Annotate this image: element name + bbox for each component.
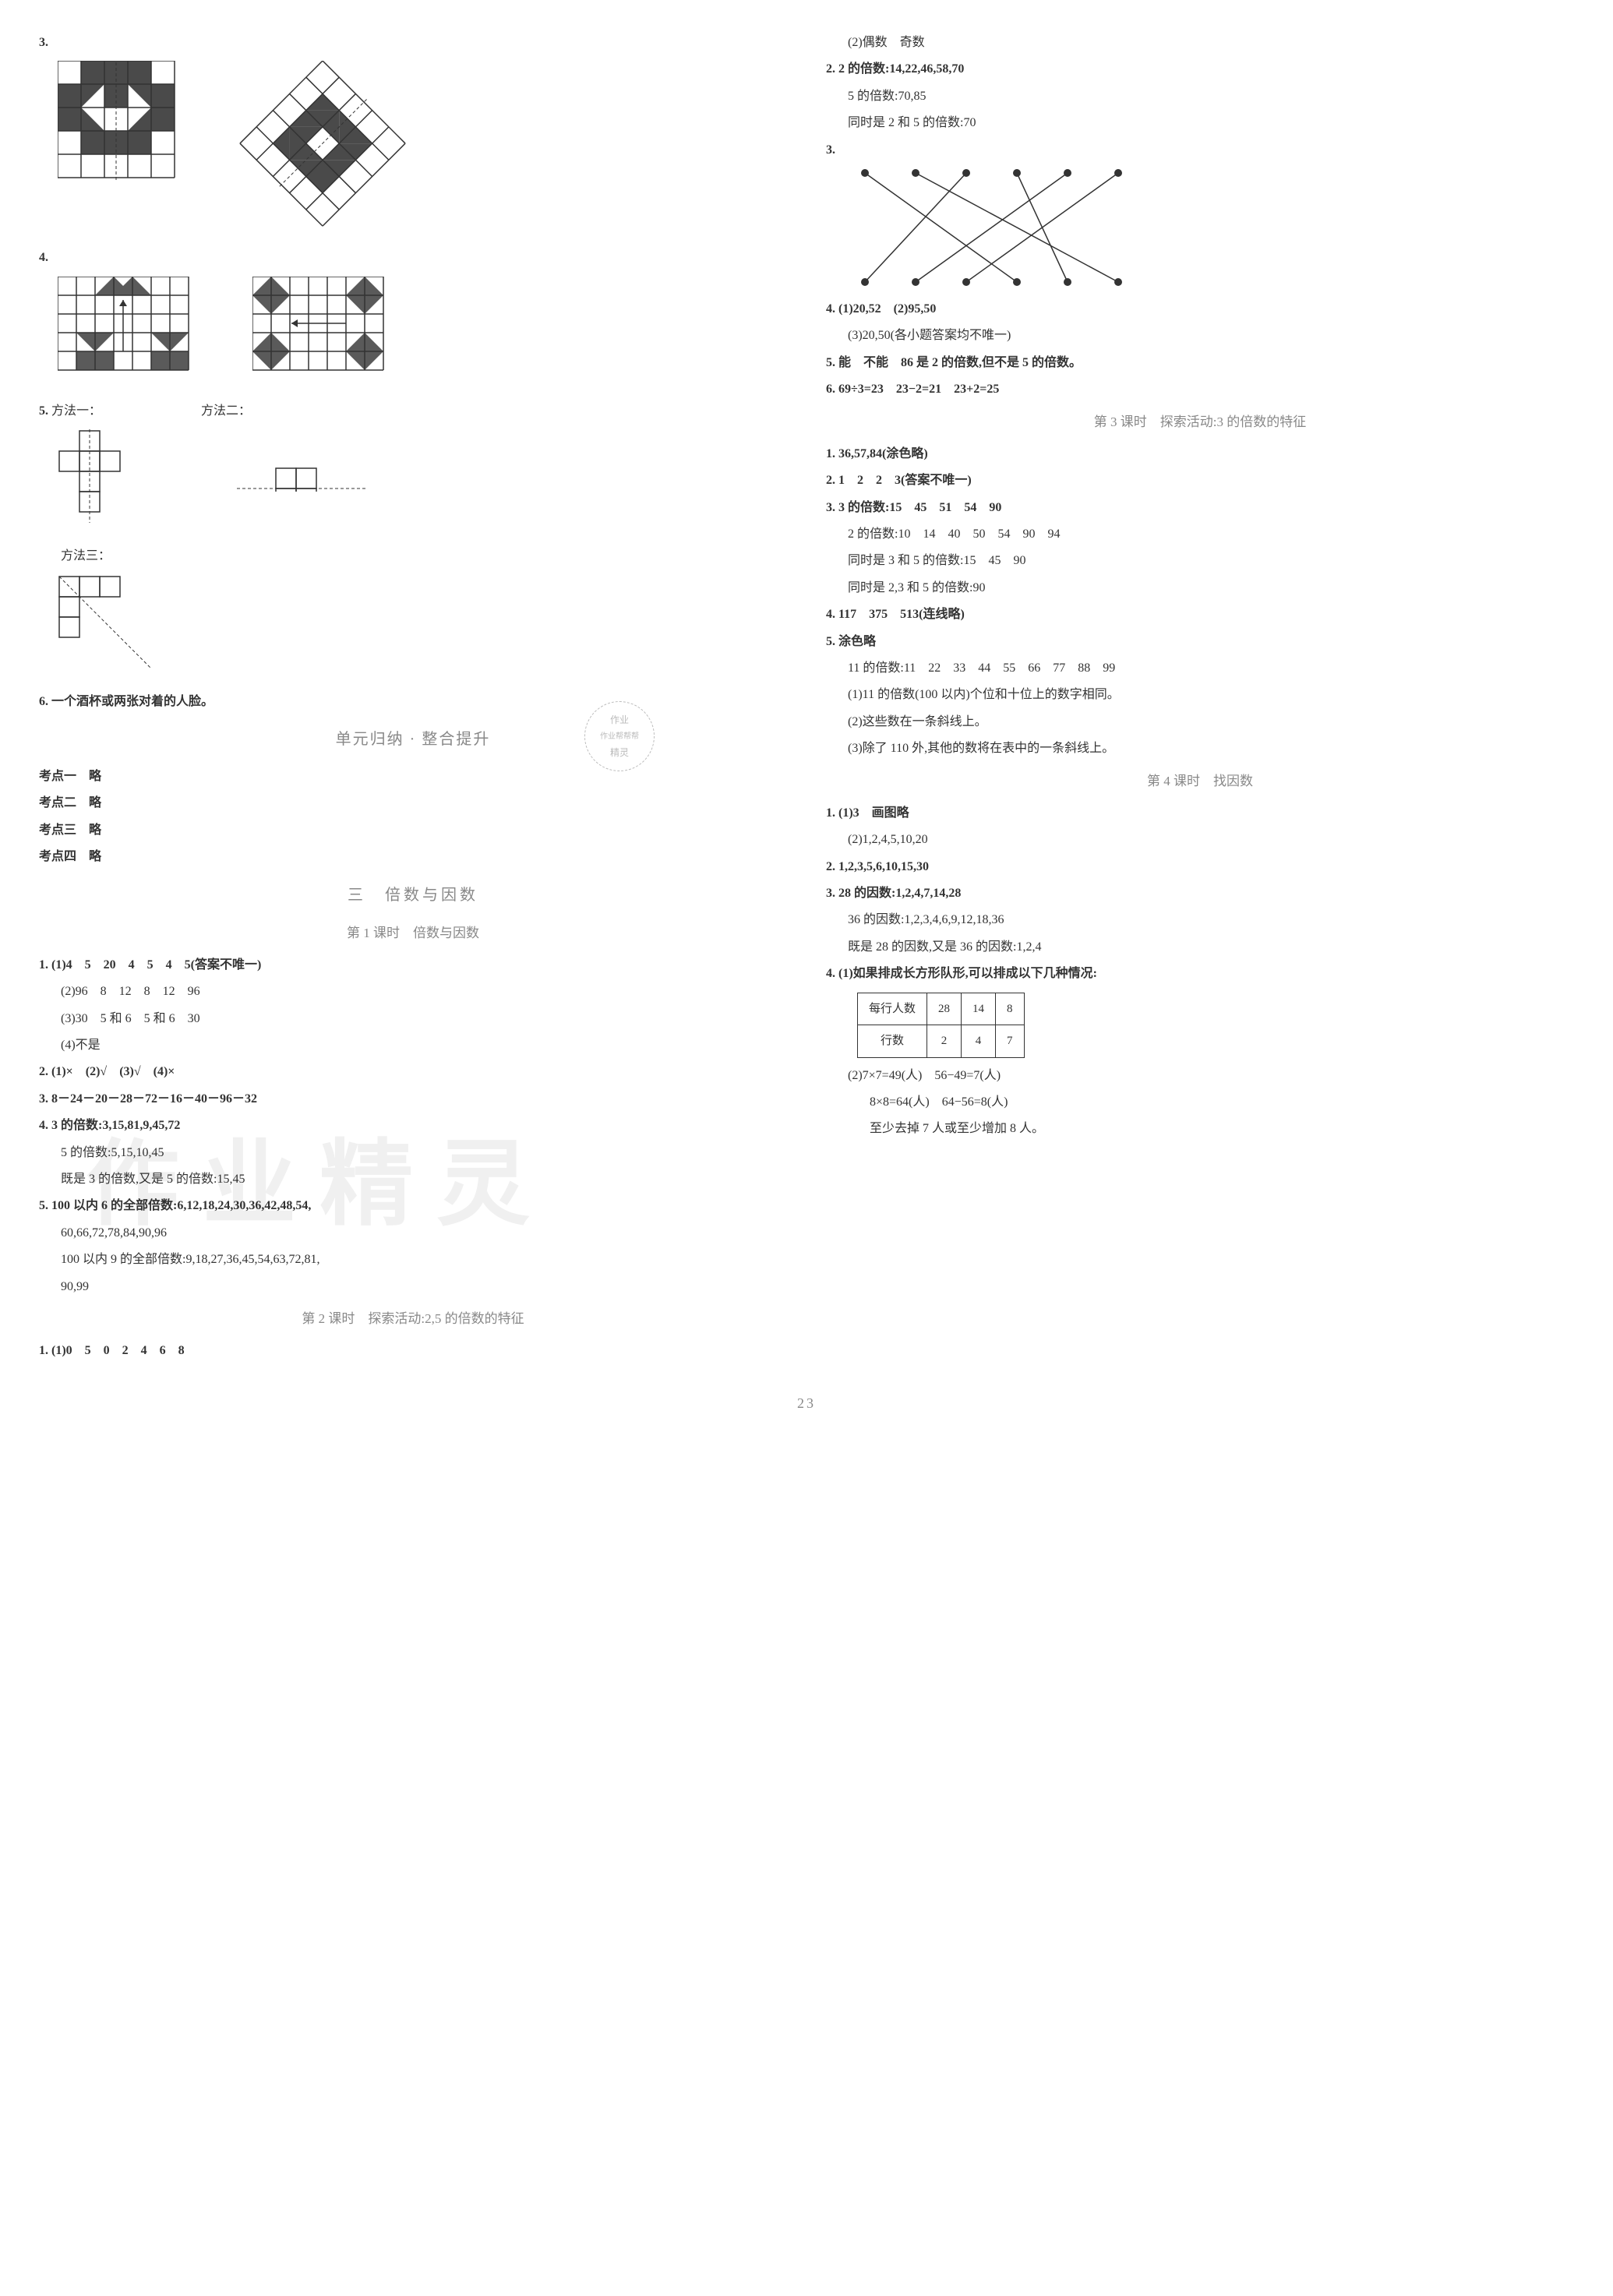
chapter-3-title: 三 倍数与因数 (39, 880, 787, 910)
th-8: 8 (996, 993, 1025, 1025)
l3-5a: 11 的倍数:11 22 33 44 55 66 77 88 99 (826, 657, 1574, 680)
l3-5b: (1)11 的倍数(100 以内)个位和十位上的数字相同。 (826, 683, 1574, 707)
l4c: 既是 3 的倍数,又是 5 的倍数:15,45 (39, 1168, 787, 1191)
matching-diagram (849, 165, 1138, 298)
kaodian-4: 考点四 略 (39, 845, 787, 869)
l1-1: 1. (1)4 5 20 4 5 4 5(答案不唯一) (39, 954, 787, 977)
l2-1: 1. (1)0 5 0 2 4 6 8 (39, 1339, 787, 1363)
l4-1b: (2)1,2,4,5,10,20 (826, 828, 1574, 852)
l4-3b: 36 的因数:1,2,3,4,6,9,12,18,36 (826, 908, 1574, 932)
r4b: (3)20,50(各小题答案均不唯一) (826, 324, 1574, 347)
lesson-4-title: 第 4 课时 找因数 (826, 769, 1574, 794)
l4b: 5 的倍数:5,15,10,45 (39, 1141, 787, 1165)
l4-4b: (2)7×7=49(人) 56−49=7(人) (826, 1064, 1574, 1088)
r3-label: 3. (826, 139, 1574, 162)
lesson-1-title: 第 1 课时 倍数与因数 (39, 921, 787, 946)
r1: (2)偶数 奇数 (826, 31, 1574, 55)
l1-2: (2)96 8 12 8 12 96 (39, 980, 787, 1003)
l5b: 60,66,72,78,84,90,96 (39, 1222, 787, 1245)
method2-shape (237, 429, 369, 492)
l4-2: 2. 1,2,3,5,6,10,15,30 (826, 855, 1574, 879)
method2-label: 方法二： (201, 404, 251, 418)
l3-2: 2. 1 2 2 3(答案不唯一) (826, 469, 1574, 492)
l2: 2. (1)× (2)√ (3)√ (4)× (39, 1060, 787, 1084)
kaodian-3: 考点三 略 (39, 819, 787, 842)
r2c: 同时是 2 和 5 的倍数:70 (826, 111, 1574, 135)
l4-1a: 1. (1)3 画图略 (826, 802, 1574, 825)
method1-label: 方法一： (51, 404, 101, 418)
th-per-row: 每行人数 (858, 993, 927, 1025)
l3-3d: 同时是 2,3 和 5 的倍数:90 (826, 577, 1574, 600)
l3-3a: 3. 3 的倍数:15 45 51 54 90 (826, 496, 1574, 520)
r2a: 2. 2 的倍数:14,22,46,58,70 (826, 58, 1574, 81)
item-4-label: 4. (39, 246, 787, 270)
grid-3b (237, 61, 408, 232)
page-number: 23 (39, 1390, 1574, 1416)
l3-1: 1. 36,57,84(涂色略) (826, 443, 1574, 466)
lesson-2-title: 第 2 课时 探索活动:2,5 的倍数的特征 (39, 1307, 787, 1331)
l3-3b: 2 的倍数:10 14 40 50 54 90 94 (826, 523, 1574, 546)
item4-grids (58, 277, 787, 386)
formation-table: 每行人数 28 14 8 行数 2 4 7 (857, 993, 1025, 1058)
l4-3c: 既是 28 的因数,又是 36 的因数:1,2,4 (826, 936, 1574, 959)
r2b: 5 的倍数:70,85 (826, 85, 1574, 108)
r4: 4. (1)20,52 (2)95,50 (826, 298, 1574, 321)
grid-4b (252, 277, 393, 386)
l4a: 4. 3 的倍数:3,15,81,9,45,72 (39, 1114, 787, 1137)
r5: 5. 能 不能 86 是 2 的倍数,但不是 5 的倍数。 (826, 351, 1574, 375)
l5c: 100 以内 9 的全部倍数:9,18,27,36,45,54,63,72,81… (39, 1248, 787, 1271)
l3-5: 5. 涂色略 (826, 630, 1574, 654)
td-2: 2 (927, 1025, 962, 1058)
td-7: 7 (996, 1025, 1025, 1058)
method1-shape (58, 429, 151, 531)
item3-grids (58, 61, 787, 232)
l1-3: (3)30 5 和 6 5 和 6 30 (39, 1007, 787, 1031)
l1-4: (4)不是 (39, 1034, 787, 1057)
l4-3a: 3. 28 的因数:1,2,4,7,14,28 (826, 882, 1574, 905)
l4-4c: 8×8=64(人) 64−56=8(人) (826, 1091, 1574, 1114)
grid-3a (58, 61, 182, 185)
grid-4a (58, 277, 198, 386)
th-14: 14 (962, 993, 996, 1025)
unit-summary-title: 单元归纳 · 整合提升 (39, 725, 787, 754)
l5d: 90,99 (39, 1275, 787, 1299)
kaodian-1: 考点一 略 (39, 765, 787, 788)
lesson-3-title: 第 3 课时 探索活动:3 的倍数的特征 (826, 410, 1574, 435)
item-3-label: 3. (39, 31, 787, 55)
l3-4: 4. 117 375 513(连线略) (826, 603, 1574, 626)
l3: 3. 8－24－20－28－72－16－40－96－32 (39, 1088, 787, 1111)
item-5-label: 5. (39, 404, 48, 418)
item-6: 6. 一个酒杯或两张对着的人脸。 (39, 690, 787, 714)
l3-5d: (3)除了 110 外,其他的数将在表中的一条斜线上。 (826, 737, 1574, 760)
l3-5c: (2)这些数在一条斜线上。 (826, 711, 1574, 734)
r6: 6. 69÷3=23 23−2=21 23+2=25 (826, 378, 1574, 401)
l5a: 5. 100 以内 6 的全部倍数:6,12,18,24,30,36,42,48… (39, 1194, 787, 1218)
l4-4d: 至少去掉 7 人或至少增加 8 人。 (826, 1117, 1574, 1141)
th-28: 28 (927, 993, 962, 1025)
item5: 5. 方法一： 方法二： (39, 400, 787, 423)
l4-4: 4. (1)如果排成长方形队形,可以排成以下几种情况: (826, 962, 1574, 986)
method3-label: 方法三： (39, 545, 787, 568)
kaodian-2: 考点二 略 (39, 792, 787, 815)
method3-shape (58, 575, 175, 676)
l3-3c: 同时是 3 和 5 的倍数:15 45 90 (826, 549, 1574, 573)
td-4: 4 (962, 1025, 996, 1058)
th-rows: 行数 (858, 1025, 927, 1058)
